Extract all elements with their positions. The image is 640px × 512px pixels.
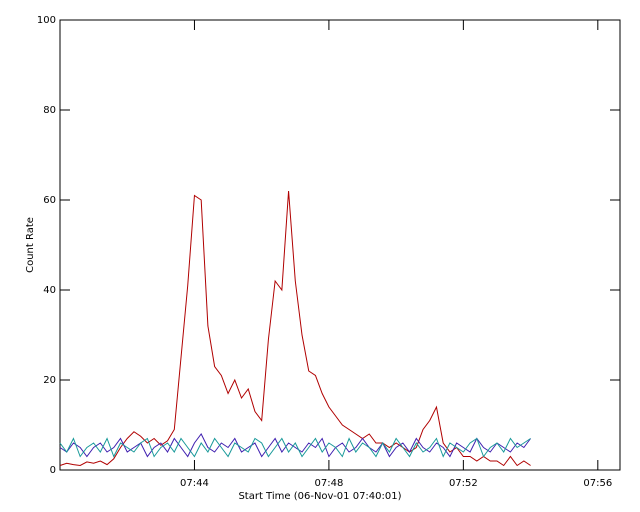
y-tick-label: 20 [43,375,56,386]
y-tick-label: 80 [43,105,56,116]
x-tick-label: 07:44 [180,478,209,489]
y-tick-label: 100 [37,15,56,26]
data-line [59,437,531,458]
x-tick-label: 07:56 [583,478,612,489]
data-line [59,190,531,467]
y-tick-label: 60 [43,195,56,206]
plot-frame [59,19,621,471]
y-tick-label: 40 [43,285,56,296]
x-tick-label: 07:52 [449,478,478,489]
x-tick-label: 07:48 [314,478,343,489]
x-axis-label: Start Time (06-Nov-01 07:40:01) [238,491,401,502]
y-tick-label: 0 [50,465,56,476]
y-axis-label: Count Rate [25,217,36,273]
data-line [59,433,531,458]
